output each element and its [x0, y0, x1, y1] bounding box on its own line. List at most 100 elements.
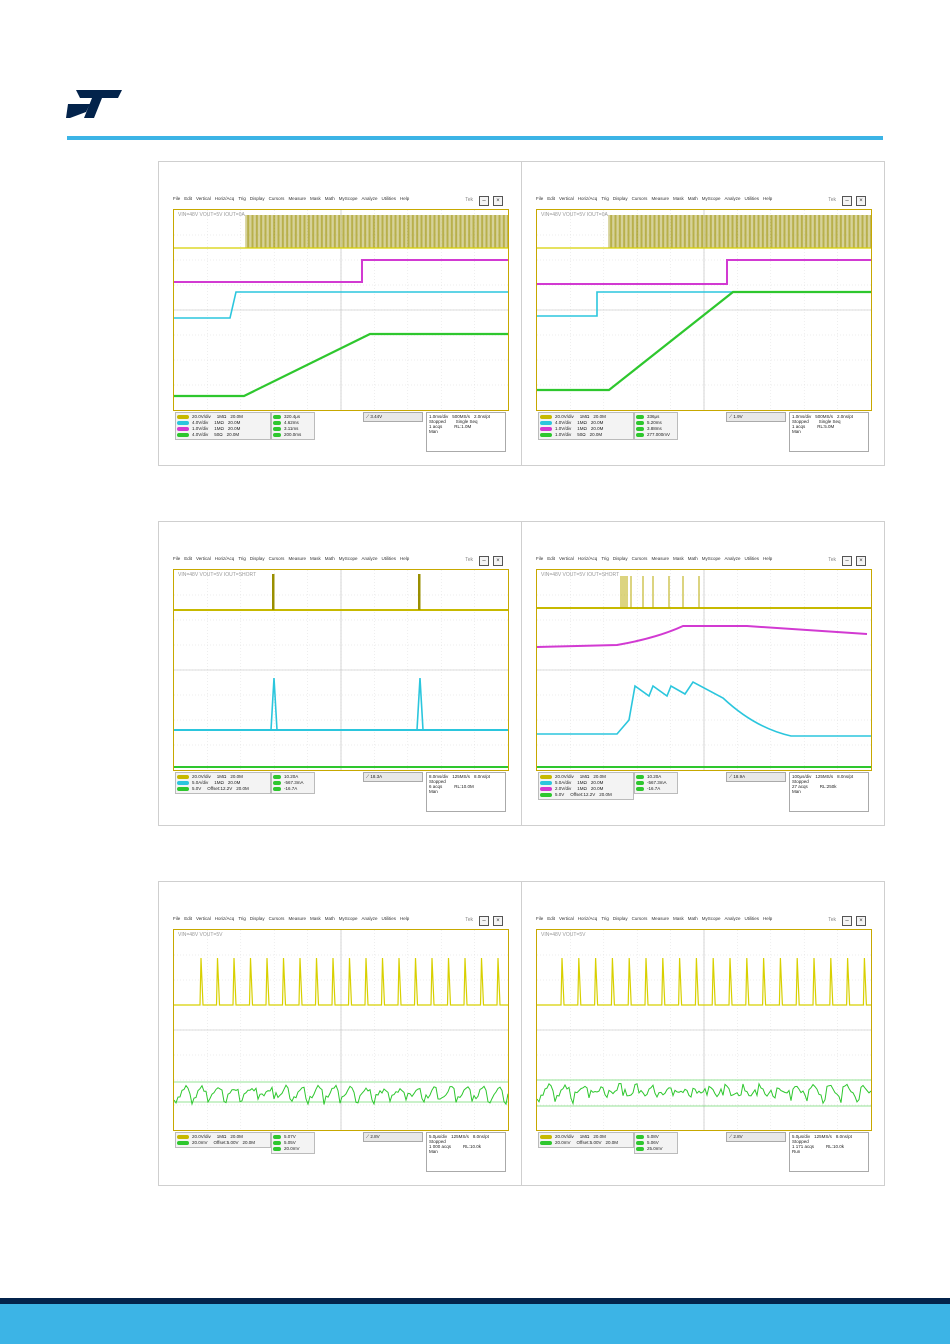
menu-item-display[interactable]: Display [249, 916, 265, 921]
menu-item-trig[interactable]: Trig [601, 196, 609, 201]
menu-item-file[interactable]: File [536, 556, 544, 561]
close-button[interactable]: × [493, 196, 503, 206]
menu-item-cursors[interactable]: Cursors [268, 196, 285, 201]
menu-item-mask[interactable]: Mask [672, 196, 684, 201]
menu-item-utilities[interactable]: Utilities [381, 196, 397, 201]
menu-item-utilities[interactable]: Utilities [744, 556, 760, 561]
trigger-readout[interactable]: ⟋ 1.9V [726, 412, 786, 422]
menu-item-analyze[interactable]: Analyze [724, 916, 741, 921]
menu-item-display[interactable]: Display [612, 196, 628, 201]
measurement-row[interactable]: 20.0mV [273, 1146, 313, 1152]
menu-item-mask[interactable]: Mask [672, 916, 684, 921]
menu-item-display[interactable]: Display [612, 916, 628, 921]
menu-item-vertical[interactable]: Vertical [559, 196, 574, 201]
menu-item-measure[interactable]: Measure [288, 916, 306, 921]
channel-row[interactable]: 20.0V/div 1MΩ 20.0M [540, 774, 632, 780]
channel-row[interactable]: 4.0V/div 50Ω 20.0M [177, 432, 269, 438]
measurement-row[interactable]: 3.11ms [273, 426, 313, 432]
menu-item-math[interactable]: Math [687, 196, 698, 201]
menu-item-utilities[interactable]: Utilities [744, 196, 760, 201]
measurement-row[interactable]: -567.3mA [273, 780, 313, 786]
minimize-button[interactable]: – [842, 556, 852, 566]
menu-item-horizacq[interactable]: Horiz/Acq [214, 556, 235, 561]
menu-item-edit[interactable]: Edit [184, 196, 193, 201]
menu-item-trig[interactable]: Trig [601, 556, 609, 561]
menu-item-file[interactable]: File [536, 196, 544, 201]
menu-item-analyze[interactable]: Analyze [361, 556, 378, 561]
minimize-button[interactable]: – [842, 196, 852, 206]
channel-row[interactable]: 1.0V/div 50Ω 20.0M [540, 432, 632, 438]
menu-item-math[interactable]: Math [687, 556, 698, 561]
menu-item-display[interactable]: Display [612, 556, 628, 561]
menu-item-cursors[interactable]: Cursors [268, 556, 285, 561]
menu-item-cursors[interactable]: Cursors [631, 916, 648, 921]
menu-item-edit[interactable]: Edit [547, 916, 556, 921]
channel-row[interactable]: 4.0V/div 1MΩ 20.0M [177, 420, 269, 426]
minimize-button[interactable]: – [479, 196, 489, 206]
menu-item-myscope[interactable]: MyScope [701, 196, 721, 201]
menu-item-measure[interactable]: Measure [288, 556, 306, 561]
menu-item-math[interactable]: Math [324, 556, 335, 561]
measurement-row[interactable]: 336μs [636, 414, 676, 420]
menu-item-edit[interactable]: Edit [547, 556, 556, 561]
menu-item-mask[interactable]: Mask [309, 916, 321, 921]
menu-item-trig[interactable]: Trig [238, 916, 246, 921]
menu-item-myscope[interactable]: MyScope [701, 916, 721, 921]
channel-row[interactable]: 5.0A/div 1MΩ 20.0M [177, 780, 269, 786]
measurement-row[interactable]: 10.20A [273, 774, 313, 780]
measurement-row[interactable]: 277.000mV [636, 432, 676, 438]
channel-row[interactable]: 4.0V/div 1MΩ 20.0M [540, 420, 632, 426]
menu-item-horizacq[interactable]: Horiz/Acq [577, 196, 598, 201]
menu-item-file[interactable]: File [536, 916, 544, 921]
menu-item-measure[interactable]: Measure [651, 916, 669, 921]
measurement-row[interactable]: 320.4μs [273, 414, 313, 420]
menu-item-mask[interactable]: Mask [309, 556, 321, 561]
channel-row[interactable]: 20.0mV Offset:5.00V 20.0M [177, 1140, 269, 1146]
acquisition-readout[interactable]: 5.0μs/div 125MS/s 8.0ns/pt Stopped 1 171 acq… [789, 1132, 869, 1172]
menu-item-analyze[interactable]: Analyze [361, 196, 378, 201]
channel-row[interactable]: 20.0V/div 1MΩ 20.0M [540, 1134, 632, 1140]
menu-item-cursors[interactable]: Cursors [631, 196, 648, 201]
measurement-row[interactable]: 200.0ms [273, 432, 313, 438]
measurement-row[interactable]: 10.20A [636, 774, 676, 780]
menu-item-help[interactable]: Help [400, 196, 410, 201]
menu-item-help[interactable]: Help [763, 556, 773, 561]
measurement-row[interactable]: 5.06V [636, 1140, 676, 1146]
channel-row[interactable]: 20.0V/div 1MΩ 20.0M [177, 414, 269, 420]
measurement-row[interactable]: 4.62ms [273, 420, 313, 426]
menu-item-edit[interactable]: Edit [184, 916, 193, 921]
menu-item-help[interactable]: Help [400, 556, 410, 561]
menu-item-analyze[interactable]: Analyze [361, 916, 378, 921]
close-button[interactable]: × [856, 916, 866, 926]
menu-item-analyze[interactable]: Analyze [724, 196, 741, 201]
menu-item-edit[interactable]: Edit [547, 196, 556, 201]
menu-item-file[interactable]: File [173, 556, 181, 561]
menu-item-cursors[interactable]: Cursors [268, 916, 285, 921]
menu-item-vertical[interactable]: Vertical [196, 196, 211, 201]
close-button[interactable]: × [493, 556, 503, 566]
menu-item-vertical[interactable]: Vertical [196, 556, 211, 561]
close-button[interactable]: × [493, 916, 503, 926]
acquisition-readout[interactable]: 100μs/div 125MS/s 8.0ns/pt Stopped 27 acqs RL… [789, 772, 869, 812]
close-button[interactable]: × [856, 556, 866, 566]
menu-item-vertical[interactable]: Vertical [196, 916, 211, 921]
channel-row[interactable]: 1.0V/div 1MΩ 20.0M [540, 426, 632, 432]
measurement-row[interactable]: 25.0mV [636, 1146, 676, 1152]
menu-item-myscope[interactable]: MyScope [338, 916, 358, 921]
minimize-button[interactable]: – [842, 916, 852, 926]
menu-item-display[interactable]: Display [249, 556, 265, 561]
channel-row[interactable]: 20.0V/div 1MΩ 20.0M [177, 774, 269, 780]
menu-item-file[interactable]: File [173, 916, 181, 921]
menu-item-myscope[interactable]: MyScope [701, 556, 721, 561]
menu-item-help[interactable]: Help [763, 916, 773, 921]
menu-item-math[interactable]: Math [324, 196, 335, 201]
menu-item-horizacq[interactable]: Horiz/Acq [577, 556, 598, 561]
menu-item-measure[interactable]: Measure [651, 196, 669, 201]
minimize-button[interactable]: – [479, 916, 489, 926]
acquisition-readout[interactable]: 1.0ms/div 500MS/s 2.0ns/pt Stopped Single Se… [789, 412, 869, 452]
menu-item-help[interactable]: Help [400, 916, 410, 921]
menu-item-utilities[interactable]: Utilities [381, 916, 397, 921]
menu-item-edit[interactable]: Edit [184, 556, 193, 561]
trigger-readout[interactable]: ⟋ 3.44V [363, 412, 423, 422]
menu-item-vertical[interactable]: Vertical [559, 916, 574, 921]
